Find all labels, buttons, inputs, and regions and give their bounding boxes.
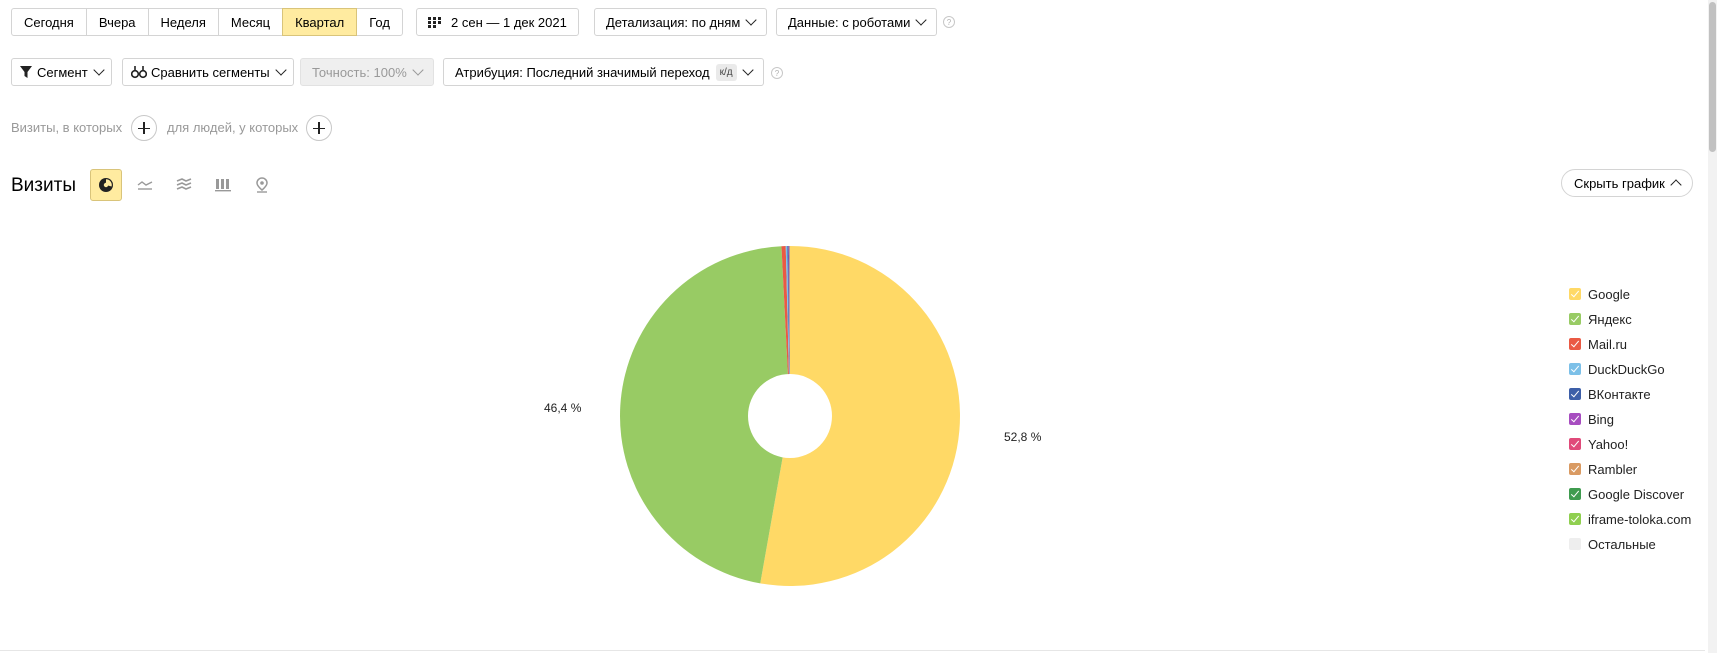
add-people-condition-button[interactable] (306, 115, 332, 141)
legend-item[interactable]: Yahoo! (1569, 434, 1628, 454)
legend-label: Google Discover (1588, 486, 1685, 502)
visits-pie-chart (619, 246, 960, 586)
area-chart-icon (176, 178, 192, 190)
people-condition-label: для людей, у которых (167, 120, 299, 135)
data-label: Данные: с роботами (788, 14, 911, 30)
view-pie-chart[interactable] (90, 169, 122, 201)
legend-label: iframe-toloka.com (1588, 511, 1692, 527)
legend-checkbox[interactable] (1569, 488, 1581, 500)
visits-condition-label: Визиты, в которых (11, 120, 123, 135)
calendar-icon (428, 16, 441, 28)
view-map[interactable] (246, 169, 278, 201)
segment-label: Сегмент (37, 64, 88, 80)
legend-item[interactable]: Rambler (1569, 459, 1637, 479)
data-dropdown[interactable]: Данные: с роботами (776, 8, 938, 36)
view-area-chart[interactable] (168, 169, 200, 201)
help-icon[interactable]: ? (771, 67, 783, 79)
legend-item[interactable]: iframe-toloka.com (1569, 509, 1691, 529)
bar-chart-icon (215, 179, 231, 192)
pie-slice-mail-ru[interactable] (781, 246, 790, 416)
divider (0, 650, 1705, 651)
compare-segments-dropdown[interactable]: Сравнить сегменты (122, 58, 294, 86)
legend-checkbox[interactable] (1569, 388, 1581, 400)
pie-slice-duckduckgo[interactable] (785, 246, 790, 416)
legend-label: Яндекс (1588, 311, 1632, 327)
pie-slice-вконтакте[interactable] (787, 246, 790, 416)
chevron-up-icon (1670, 178, 1682, 191)
donut-hole (748, 374, 832, 458)
legend-label: Bing (1588, 411, 1615, 427)
pie-slice-google[interactable] (760, 246, 960, 586)
legend-label: Google (1588, 286, 1630, 302)
pie-slice-yahoo-[interactable] (788, 246, 790, 416)
period-year[interactable]: Год (356, 8, 403, 36)
legend-checkbox[interactable] (1569, 338, 1581, 350)
legend-checkbox[interactable] (1569, 513, 1581, 525)
period-month[interactable]: Месяц (217, 8, 284, 36)
view-bar-chart[interactable] (207, 169, 239, 201)
chevron-down-icon (274, 64, 287, 76)
help-icon[interactable]: ? (943, 16, 955, 28)
page-scrollbar[interactable] (1708, 0, 1717, 653)
hide-chart-label: Скрыть график (1574, 175, 1665, 191)
hide-chart-button[interactable]: Скрыть график (1561, 169, 1693, 197)
accuracy-label: Точность: 100% (312, 64, 407, 80)
legend-item[interactable]: Bing (1569, 409, 1614, 429)
attribution-badge: к/д (715, 63, 737, 81)
legend-checkbox[interactable] (1569, 538, 1581, 550)
legend-item[interactable]: Остальные (1569, 534, 1656, 554)
period-yesterday[interactable]: Вчера (85, 8, 149, 36)
compare-label: Сравнить сегменты (151, 64, 270, 80)
view-line-chart[interactable] (129, 169, 161, 201)
pie-slice-bing[interactable] (788, 246, 790, 416)
chevron-down-icon (741, 64, 754, 76)
detail-dropdown[interactable]: Детализация: по дням (594, 8, 768, 36)
legend-label: Остальные (1588, 536, 1656, 552)
legend-item[interactable]: ВКонтакте (1569, 384, 1651, 404)
chevron-down-icon (915, 14, 928, 26)
legend-label: Yahoo! (1588, 436, 1629, 452)
detail-label: Детализация: по дням (606, 14, 741, 30)
filter-icon (20, 66, 32, 78)
date-range-label: 2 сен — 1 дек 2021 (451, 14, 567, 30)
accuracy-dropdown[interactable]: Точность: 100% (300, 58, 434, 86)
attribution-label: Атрибуция: Последний значимый переход (455, 64, 710, 80)
segment-dropdown[interactable]: Сегмент (11, 58, 112, 86)
pie-chart-icon (99, 178, 113, 192)
legend-checkbox[interactable] (1569, 288, 1581, 300)
chevron-down-icon (745, 14, 757, 26)
chevron-down-icon (93, 64, 105, 76)
legend-checkbox[interactable] (1569, 413, 1581, 425)
chart-title: Визиты (11, 175, 76, 196)
pie-slice-rambler[interactable] (789, 246, 790, 416)
legend-item[interactable]: Mail.ru (1569, 334, 1627, 354)
period-quarter[interactable]: Квартал (282, 8, 358, 36)
legend-label: Mail.ru (1588, 336, 1628, 352)
legend-checkbox[interactable] (1569, 313, 1581, 325)
chevron-down-icon (412, 64, 424, 76)
add-visit-condition-button[interactable] (131, 115, 157, 141)
period-selector: Сегодня Вчера Неделя Месяц Квартал Год (11, 8, 403, 36)
legend-item[interactable]: DuckDuckGo (1569, 359, 1665, 379)
legend-item[interactable]: Google (1569, 284, 1630, 304)
legend-label: ВКонтакте (1588, 386, 1651, 402)
map-pin-icon (256, 177, 268, 193)
legend-label: DuckDuckGo (1588, 361, 1665, 377)
compare-icon (131, 66, 147, 79)
pie-slice-яндекс[interactable] (619, 246, 790, 584)
line-chart-icon (137, 181, 153, 190)
legend-checkbox[interactable] (1569, 438, 1581, 450)
legend-label: Rambler (1588, 461, 1638, 477)
legend-checkbox[interactable] (1569, 463, 1581, 475)
legend-item[interactable]: Яндекс (1569, 309, 1632, 329)
slice-label-yandex: 46,4 % (544, 401, 582, 415)
attribution-dropdown[interactable]: Атрибуция: Последний значимый переход к/… (443, 58, 764, 86)
legend-item[interactable]: Google Discover (1569, 484, 1684, 504)
legend-checkbox[interactable] (1569, 363, 1581, 375)
scrollbar-thumb[interactable] (1709, 2, 1716, 152)
date-range-button[interactable]: 2 сен — 1 дек 2021 (416, 8, 579, 36)
period-week[interactable]: Неделя (147, 8, 219, 36)
slice-label-google: 52,8 % (1004, 430, 1042, 444)
period-today[interactable]: Сегодня (11, 8, 87, 36)
